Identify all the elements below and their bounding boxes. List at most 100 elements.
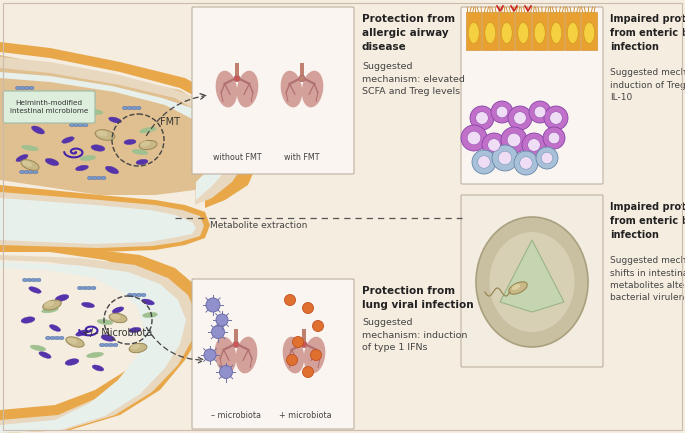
Ellipse shape [567, 23, 578, 43]
Bar [532, 12, 547, 50]
Ellipse shape [87, 110, 103, 115]
Ellipse shape [129, 327, 141, 333]
Ellipse shape [76, 330, 88, 336]
Ellipse shape [142, 313, 158, 317]
Bar [549, 12, 564, 50]
Ellipse shape [92, 365, 103, 371]
Ellipse shape [29, 86, 34, 90]
Circle shape [312, 320, 323, 332]
Circle shape [301, 341, 307, 348]
Ellipse shape [25, 86, 29, 90]
Ellipse shape [79, 123, 84, 127]
Ellipse shape [124, 139, 136, 145]
Ellipse shape [214, 337, 236, 373]
Ellipse shape [32, 278, 36, 282]
Polygon shape [0, 192, 204, 248]
Ellipse shape [16, 155, 28, 162]
Ellipse shape [97, 176, 101, 180]
Text: Suggested
mechanism: elevated
SCFA and Treg levels: Suggested mechanism: elevated SCFA and T… [362, 62, 465, 96]
Ellipse shape [78, 112, 92, 118]
Bar [565, 12, 580, 50]
Circle shape [292, 336, 303, 348]
Ellipse shape [476, 217, 588, 347]
Ellipse shape [109, 117, 121, 123]
Ellipse shape [66, 337, 84, 347]
Ellipse shape [29, 170, 34, 174]
Ellipse shape [534, 23, 545, 43]
Ellipse shape [518, 23, 529, 43]
Circle shape [550, 112, 562, 124]
Ellipse shape [55, 336, 60, 340]
Ellipse shape [27, 278, 32, 282]
Ellipse shape [127, 106, 132, 110]
Circle shape [470, 106, 494, 130]
Circle shape [303, 366, 314, 378]
Text: Impaired protection
from enteric bacterial
infection: Impaired protection from enteric bacteri… [610, 14, 685, 52]
Ellipse shape [142, 299, 154, 305]
Ellipse shape [33, 92, 51, 98]
Ellipse shape [136, 106, 141, 110]
Ellipse shape [74, 123, 79, 127]
Polygon shape [0, 42, 258, 208]
Polygon shape [0, 57, 246, 205]
Ellipse shape [97, 130, 108, 137]
Ellipse shape [38, 99, 58, 111]
Circle shape [514, 151, 538, 175]
Ellipse shape [140, 127, 156, 133]
Circle shape [508, 106, 532, 130]
Circle shape [491, 101, 513, 123]
Ellipse shape [49, 325, 60, 331]
Ellipse shape [136, 293, 142, 297]
Ellipse shape [75, 165, 88, 171]
Bar [516, 12, 531, 50]
Polygon shape [0, 198, 196, 244]
Ellipse shape [551, 23, 562, 43]
Circle shape [544, 106, 568, 130]
Circle shape [514, 112, 526, 124]
Bar [235, 63, 239, 78]
Text: Metabolite extraction: Metabolite extraction [210, 221, 308, 230]
Circle shape [548, 132, 560, 144]
Text: without FMT: without FMT [212, 153, 261, 162]
Polygon shape [0, 262, 186, 433]
Ellipse shape [50, 336, 55, 340]
Circle shape [492, 145, 518, 171]
Ellipse shape [123, 106, 127, 110]
Ellipse shape [24, 170, 29, 174]
Circle shape [216, 314, 228, 326]
Ellipse shape [59, 336, 64, 340]
Ellipse shape [82, 286, 87, 290]
Ellipse shape [22, 161, 32, 167]
Ellipse shape [99, 343, 105, 347]
Ellipse shape [30, 345, 46, 351]
FancyBboxPatch shape [192, 7, 354, 174]
Ellipse shape [104, 343, 109, 347]
Circle shape [477, 156, 490, 168]
Ellipse shape [303, 337, 325, 373]
Ellipse shape [91, 145, 105, 151]
Text: – microbiota: – microbiota [211, 411, 261, 420]
Ellipse shape [39, 352, 51, 359]
Bar [582, 12, 597, 50]
Ellipse shape [132, 106, 136, 110]
Ellipse shape [55, 294, 68, 301]
Polygon shape [0, 245, 205, 433]
Ellipse shape [40, 100, 50, 107]
Text: Suggested mechanism:
shifts in intestinal
metabolites altering
bacterial virulen: Suggested mechanism: shifts in intestina… [610, 256, 685, 303]
Text: Protection from
lung viral infection: Protection from lung viral infection [362, 286, 473, 310]
Ellipse shape [69, 123, 75, 127]
Text: FMT: FMT [160, 117, 180, 127]
Polygon shape [0, 55, 240, 195]
Circle shape [476, 112, 488, 124]
Ellipse shape [139, 140, 157, 150]
Ellipse shape [141, 293, 146, 297]
Polygon shape [500, 240, 564, 312]
Polygon shape [0, 255, 197, 433]
Circle shape [527, 139, 540, 151]
Circle shape [286, 355, 297, 365]
Ellipse shape [469, 23, 479, 43]
Ellipse shape [16, 86, 21, 90]
Bar [302, 329, 306, 345]
Polygon shape [0, 185, 210, 252]
Circle shape [472, 150, 496, 174]
